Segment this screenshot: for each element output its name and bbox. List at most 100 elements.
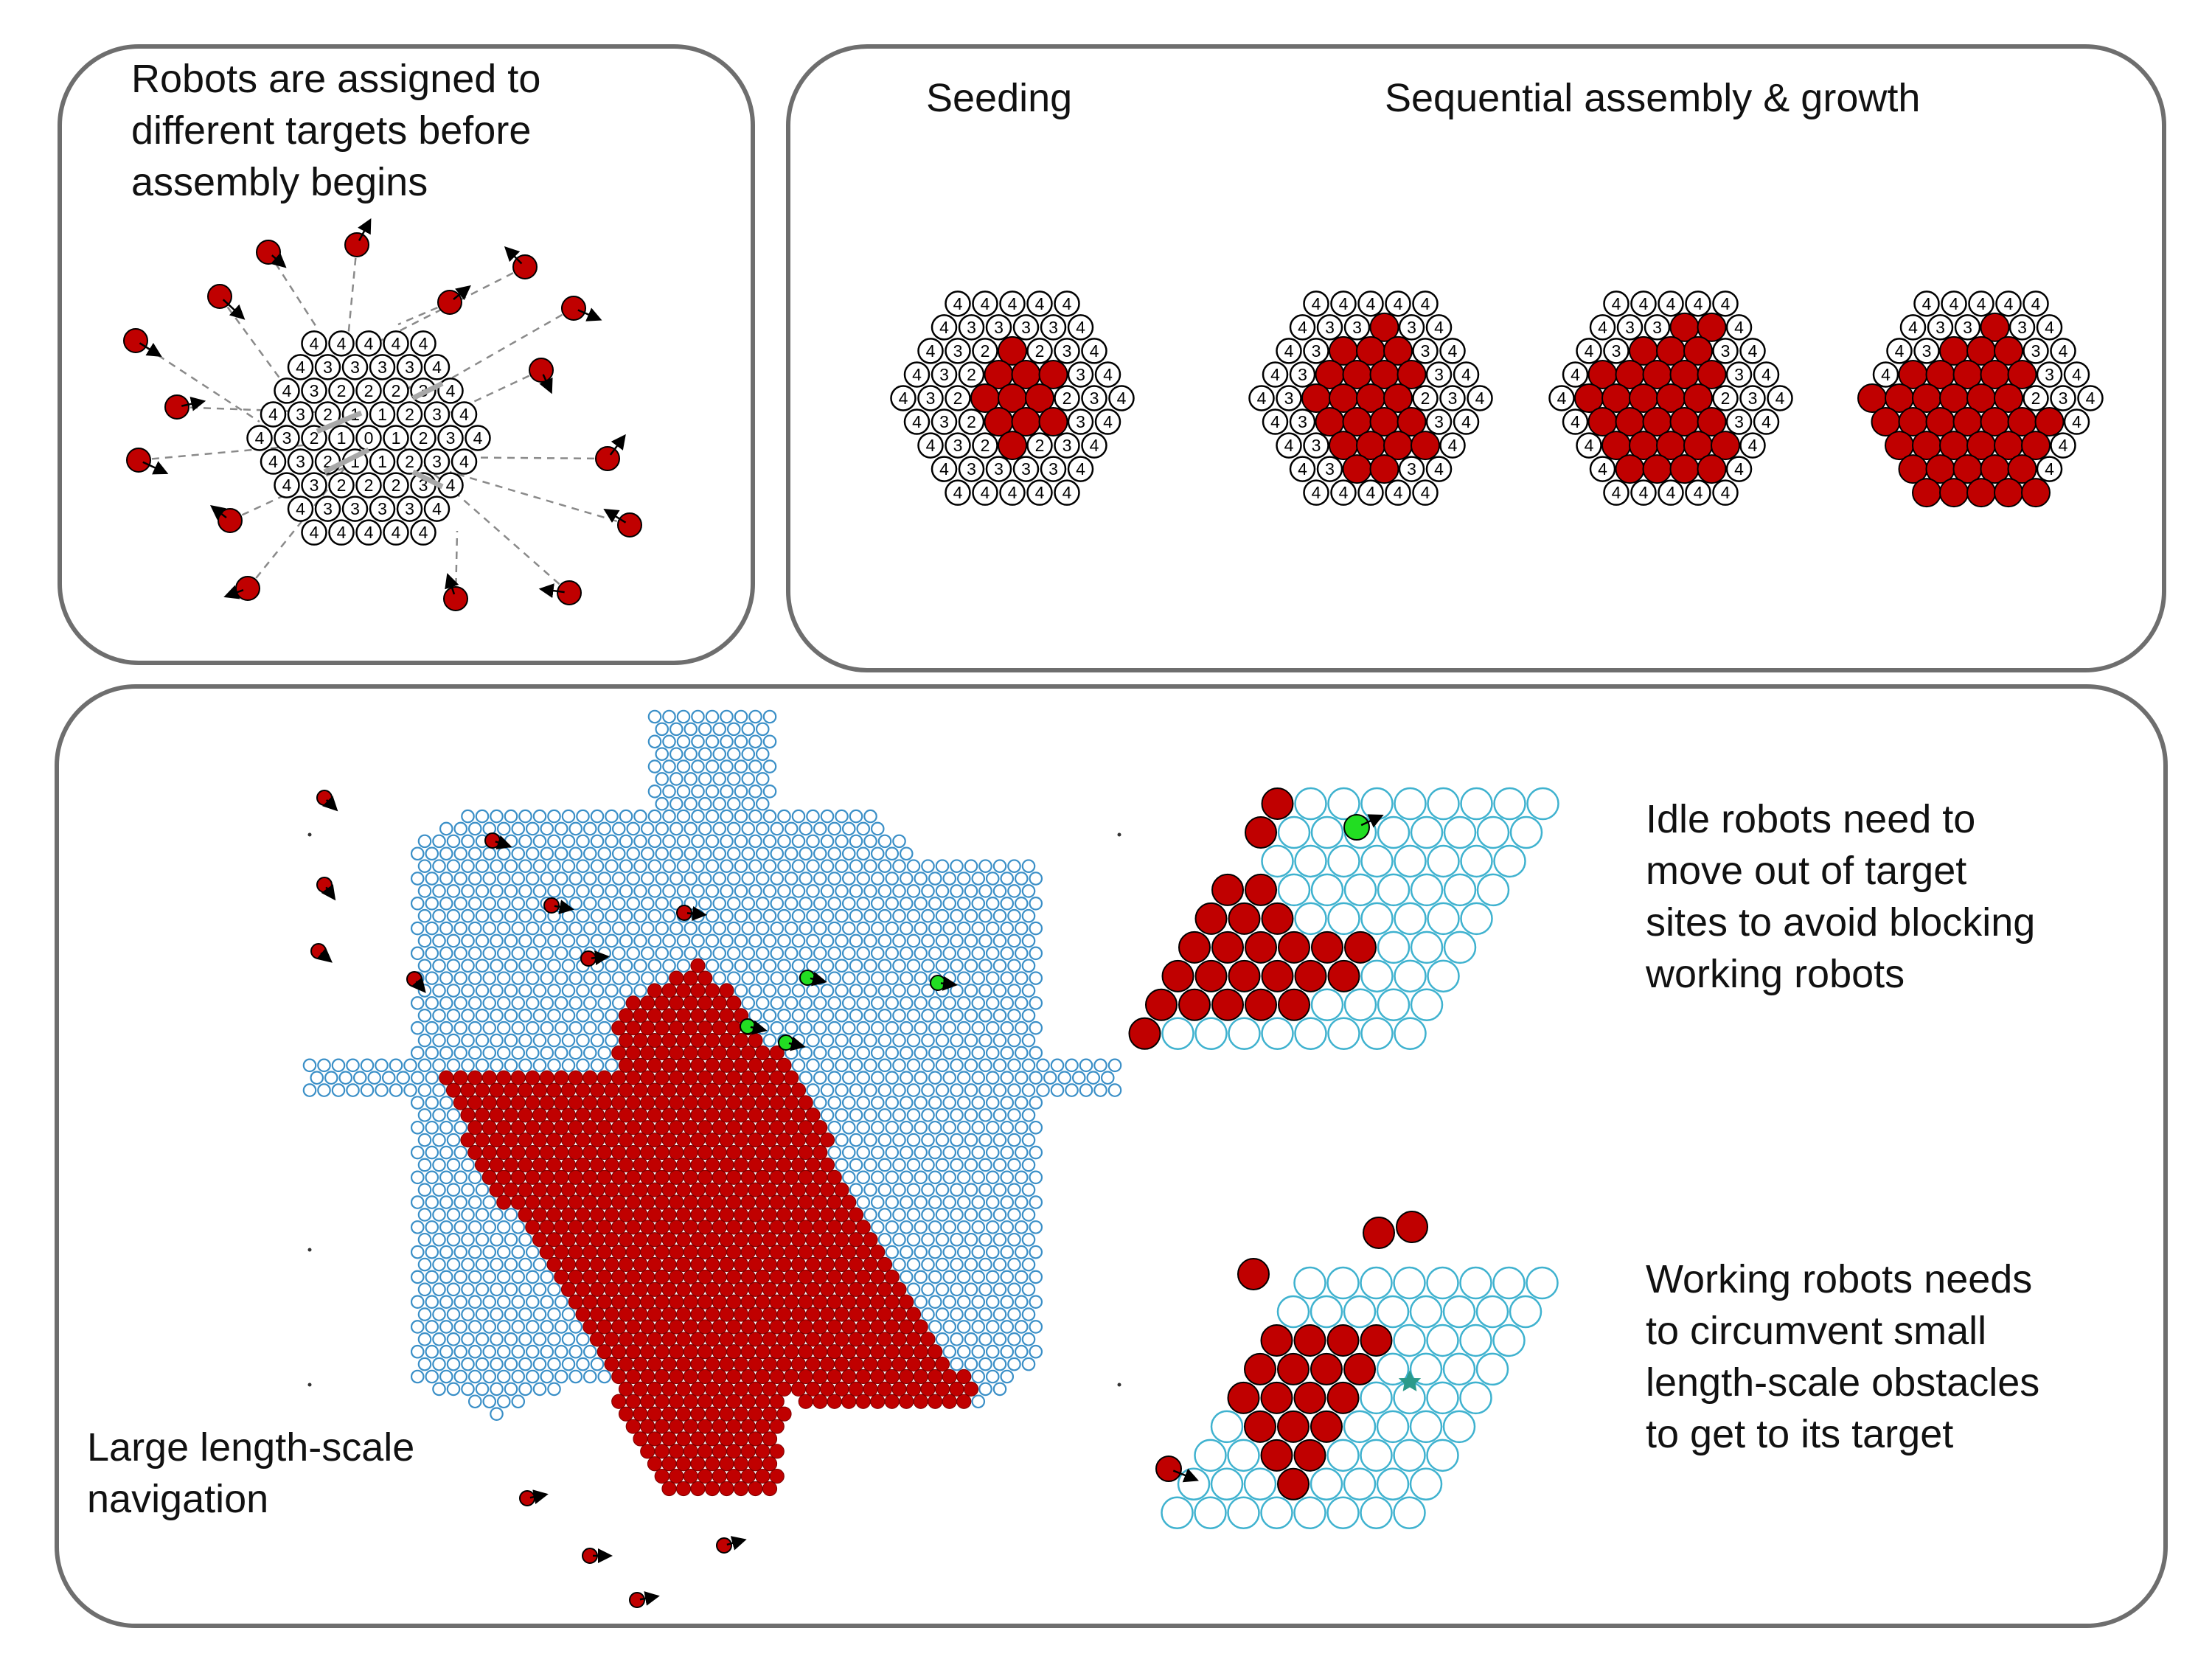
- placed-robot: [589, 1207, 605, 1222]
- placed-robot: [597, 1344, 612, 1360]
- target-site: [425, 1046, 439, 1060]
- site-gradient-value: 4: [1008, 294, 1018, 313]
- target-site: [1014, 946, 1029, 961]
- target-site: [956, 897, 971, 911]
- site-gradient-value: 3: [1062, 436, 1072, 455]
- placed-robot: [1939, 478, 1969, 508]
- target-site: [992, 1332, 1007, 1346]
- target-site: [856, 971, 871, 985]
- target-site: [863, 834, 877, 849]
- target-site: [1394, 902, 1427, 936]
- placed-robot: [712, 1294, 727, 1310]
- target-site: [633, 859, 647, 873]
- target-site: [964, 984, 978, 998]
- placed-robot: [654, 1095, 669, 1110]
- placed-robot: [625, 1120, 641, 1135]
- target-site: [899, 872, 914, 886]
- placed-robot: [568, 1070, 583, 1085]
- target-site: [849, 908, 863, 923]
- target-site: [314, 495, 341, 522]
- placed-robot: [870, 1319, 886, 1335]
- placed-robot: [1278, 931, 1310, 964]
- site-gradient-value: 3: [1612, 341, 1621, 361]
- target-site: [950, 1307, 964, 1321]
- placed-robot: [582, 1194, 598, 1210]
- target-site: [726, 747, 741, 761]
- target-site: [985, 1145, 1000, 1160]
- placed-robot: [905, 1307, 922, 1322]
- placed-robot: [661, 1406, 677, 1422]
- target-site: [813, 996, 827, 1010]
- placed-robot: [481, 1095, 497, 1110]
- target-site: [410, 1320, 425, 1334]
- target-site: [720, 933, 734, 948]
- target-site: [956, 1220, 971, 1234]
- target-site: [417, 1033, 432, 1048]
- target-site: [655, 846, 669, 861]
- target-site: [1021, 1307, 1036, 1321]
- placed-robot: [841, 1194, 857, 1210]
- target-site: [482, 1320, 497, 1334]
- target-site: [525, 1344, 540, 1359]
- target-site: [511, 971, 526, 985]
- placed-robot: [726, 1368, 742, 1385]
- target-site: [423, 448, 451, 475]
- target-site: [1562, 361, 1589, 388]
- target-site: [432, 1083, 446, 1097]
- target-site: [532, 984, 547, 998]
- target-site: [885, 1195, 900, 1209]
- placed-robot: [690, 983, 706, 998]
- site-gradient-value: 4: [1008, 483, 1018, 502]
- placed-robot: [2021, 431, 2051, 461]
- placed-robot: [560, 1232, 577, 1248]
- target-site: [899, 1220, 914, 1234]
- target-site: [446, 1208, 461, 1222]
- target-site: [741, 772, 756, 786]
- placed-robot: [539, 1194, 554, 1210]
- target-site: [827, 921, 842, 936]
- placed-robot: [683, 1419, 698, 1434]
- target-site: [971, 1245, 986, 1259]
- target-site: [928, 872, 942, 886]
- target-site: [777, 1008, 791, 1023]
- target-site: [892, 1257, 906, 1272]
- placed-robot: [827, 1269, 842, 1285]
- target-site: [540, 1270, 554, 1284]
- target-site: [1021, 933, 1036, 948]
- target-site: [410, 1145, 425, 1160]
- target-site: [734, 809, 748, 824]
- target-site: [482, 996, 497, 1010]
- placed-robot: [1245, 988, 1277, 1021]
- target-site: [1029, 897, 1043, 911]
- target-site: [1426, 1439, 1459, 1472]
- target-site: [1968, 291, 1994, 317]
- site-gradient-value: 3: [432, 452, 442, 471]
- target-site: [1426, 1381, 1459, 1415]
- placed-robot: [784, 1144, 799, 1161]
- placed-robot: [841, 1220, 857, 1235]
- target-site: [475, 933, 490, 948]
- target-site: [691, 884, 705, 898]
- placed-robot: [963, 1381, 979, 1397]
- placed-robot: [841, 1269, 857, 1285]
- placed-robot: [698, 1045, 713, 1061]
- target-site: [432, 1208, 446, 1222]
- target-site: [518, 1357, 532, 1371]
- site-gradient-value: 4: [926, 341, 936, 361]
- target-site: [791, 933, 806, 948]
- target-site: [1021, 884, 1036, 898]
- target-site: [554, 1320, 568, 1334]
- placed-robot: [776, 1107, 792, 1123]
- placed-robot: [762, 1281, 778, 1297]
- placed-robot: [726, 1269, 742, 1285]
- target-site: [799, 821, 813, 836]
- target-site: [748, 759, 762, 773]
- site-gradient-value: 4: [1434, 459, 1444, 479]
- target-site: [633, 908, 647, 923]
- placed-robot: [733, 1057, 749, 1073]
- placed-robot: [704, 1107, 720, 1123]
- target-site: [964, 933, 978, 948]
- assignment-line: [135, 339, 260, 423]
- target-site: [425, 846, 439, 861]
- target-site: [971, 1344, 986, 1359]
